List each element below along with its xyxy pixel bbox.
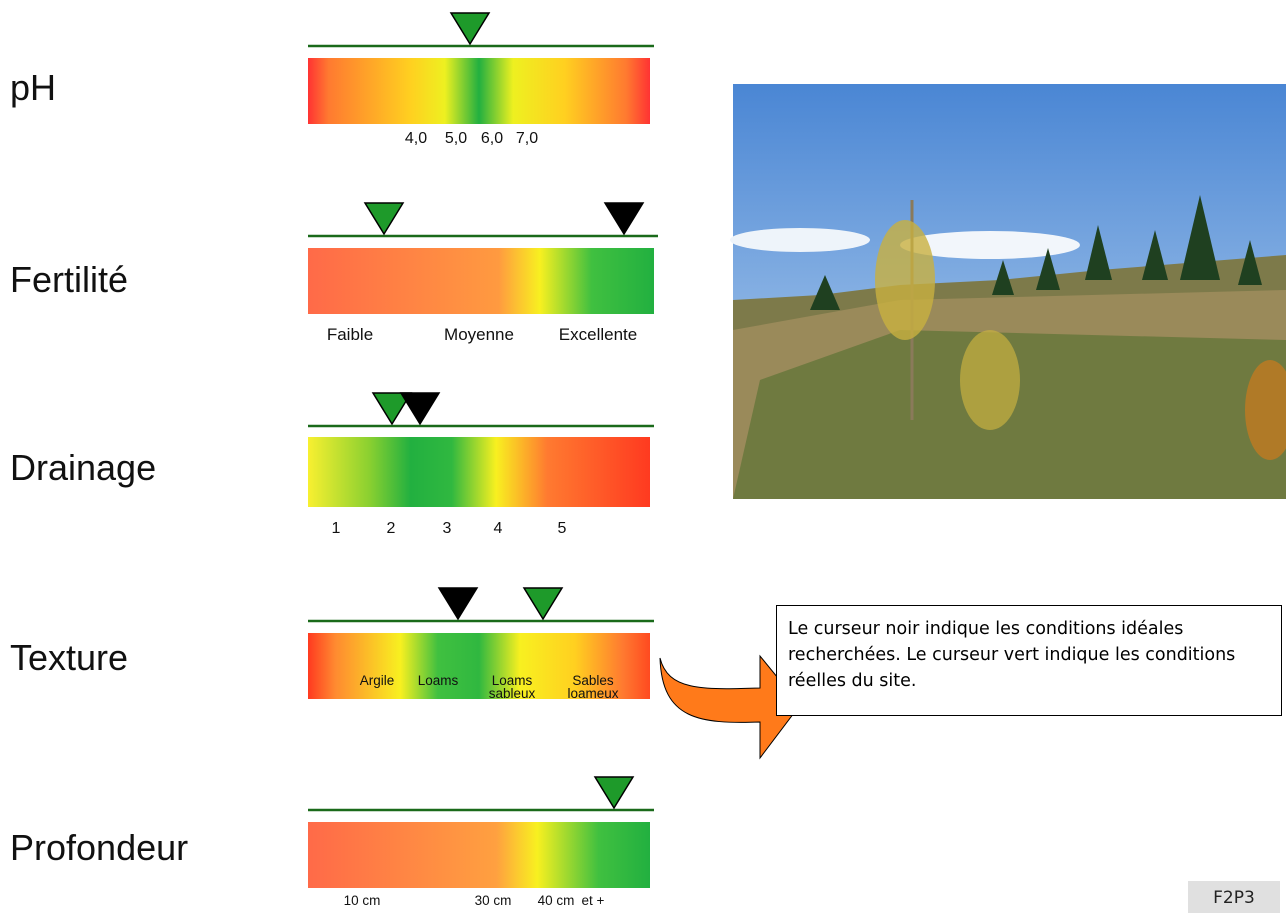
scales: pH 4,0 5,0 6,0 7,0 Fertilité Faible Moyenne Exce… [10, 12, 658, 908]
row-label: Texture [10, 637, 128, 678]
scale-label: 5,0 [445, 130, 467, 147]
note: Le curseur noir indique les conditions i… [776, 605, 1282, 716]
scale-label: 1 [332, 520, 341, 537]
scale-label: Moyenne [444, 325, 514, 344]
scale-label: sableux [489, 686, 536, 701]
photo [730, 84, 1286, 499]
scale-label: Argile [360, 673, 395, 688]
ideal-cursor [603, 202, 645, 236]
scale-label: et + [582, 893, 605, 908]
scale-label: 40 cm [538, 893, 575, 908]
scale-label: Sables [572, 673, 614, 688]
scale-label: Excellente [559, 325, 637, 344]
site-cursor [593, 776, 635, 810]
site-cursor [363, 202, 405, 236]
site-cursor [449, 12, 491, 46]
site-cursor [522, 587, 564, 621]
scale-label: loameux [567, 686, 618, 701]
site-cursor [371, 392, 413, 426]
scale-label: Loams [418, 673, 459, 688]
scale-label: Loams [492, 673, 533, 688]
scale-bar [308, 633, 650, 699]
scale-label: 6,0 [481, 130, 503, 147]
scale-label: 3 [443, 520, 452, 537]
ideal-cursor [437, 587, 479, 621]
scale-label: 7,0 [516, 130, 538, 147]
scale-bar [308, 248, 654, 314]
scale-bar [308, 822, 650, 888]
scale-bar [308, 437, 650, 507]
scale-label: 5 [558, 520, 567, 537]
scale-label: 4,0 [405, 130, 427, 147]
row-label: Fertilité [10, 259, 128, 300]
scale-label: 2 [387, 520, 396, 537]
arrow [659, 654, 801, 760]
row-label: Drainage [10, 447, 156, 488]
scale-label: 30 cm [475, 893, 512, 908]
scale-label: 10 cm [344, 893, 381, 908]
page-code: F2P3 [1188, 881, 1280, 913]
row-label: pH [10, 67, 56, 108]
scale-label: 4 [494, 520, 503, 537]
ideal-cursor [399, 392, 441, 426]
scale-label: Faible [327, 325, 373, 344]
scale-bar [308, 58, 650, 124]
row-label: Profondeur [10, 827, 188, 868]
